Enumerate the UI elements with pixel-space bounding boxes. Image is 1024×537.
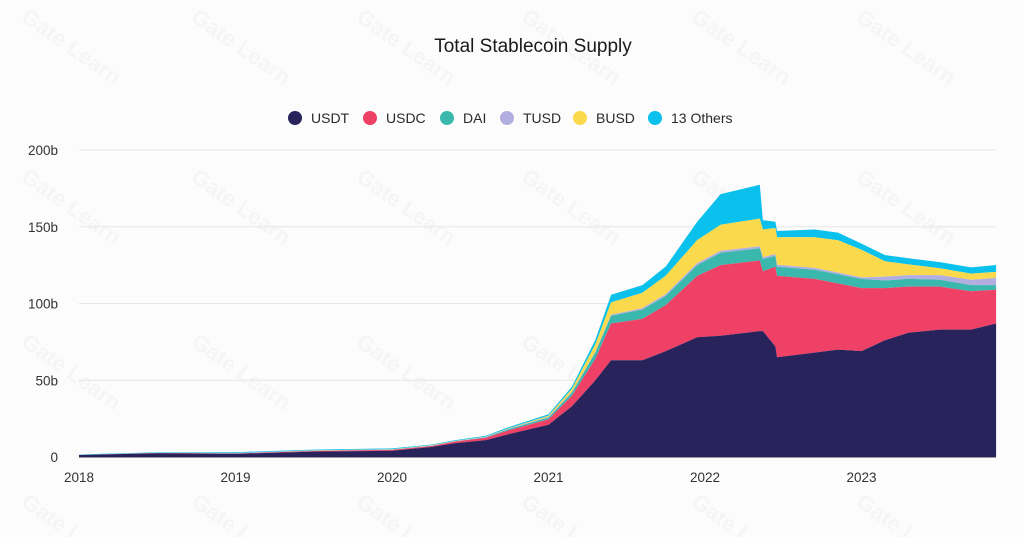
chart-title: Total Stablecoin Supply — [434, 36, 632, 57]
y-tick-label: 200b — [28, 143, 58, 158]
y-tick-label: 100b — [28, 297, 58, 312]
x-tick-label: 2021 — [533, 470, 563, 485]
legend-label: 13 Others — [671, 110, 732, 126]
watermark-text: Gate Learn — [17, 164, 125, 250]
legend-swatch — [500, 111, 514, 125]
legend-label: BUSD — [596, 110, 635, 126]
watermark-text: Gate Learn — [517, 164, 625, 250]
watermark-text: Gate Learn — [352, 489, 460, 537]
legend-swatch — [648, 111, 662, 125]
legend-label: TUSD — [523, 110, 561, 126]
area-series — [79, 184, 997, 457]
legend-item-tusd[interactable]: TUSD — [500, 110, 561, 126]
watermark-text: Gate Learn — [852, 489, 960, 537]
legend-item-usdt[interactable]: USDT — [288, 110, 350, 126]
watermark-text: Gate Learn — [187, 329, 295, 415]
watermark-text: Gate Learn — [187, 4, 295, 90]
legend-swatch — [440, 111, 454, 125]
y-tick-label: 50b — [35, 373, 58, 388]
watermark-text: Gate Learn — [187, 489, 295, 537]
watermark-text: Gate Learn — [687, 489, 795, 537]
watermark-text: Gate Learn — [852, 164, 960, 250]
watermark-text: Gate Learn — [687, 4, 795, 90]
watermark-text: Gate Learn — [352, 329, 460, 415]
legend-label: USDT — [311, 110, 350, 126]
legend-item-busd[interactable]: BUSD — [573, 110, 635, 126]
x-tick-label: 2019 — [220, 470, 250, 485]
y-tick-label: 150b — [28, 220, 58, 235]
legend-item-usdc[interactable]: USDC — [363, 110, 426, 126]
watermark-text: Gate Learn — [17, 329, 125, 415]
legend-swatch — [363, 111, 377, 125]
watermark-text: Gate Learn — [187, 164, 295, 250]
legend-swatch — [573, 111, 587, 125]
x-tick-label: 2018 — [64, 470, 94, 485]
legend-item-dai[interactable]: DAI — [440, 110, 486, 126]
legend-label: USDC — [386, 110, 426, 126]
y-axis: 0 50b 100b 150b 200b — [28, 143, 58, 465]
x-tick-label: 2023 — [846, 470, 876, 485]
area-usdt — [79, 323, 997, 457]
legend-swatch — [288, 111, 302, 125]
watermark-text: Gate Learn — [852, 4, 960, 90]
legend: USDT USDC DAI TUSD BUSD 13 Others — [288, 110, 732, 126]
watermark-text: Gate Learn — [17, 4, 125, 90]
x-tick-label: 2020 — [377, 470, 407, 485]
watermark-text: Gate Learn — [17, 489, 125, 537]
area-usdc — [79, 260, 997, 455]
x-tick-label: 2022 — [690, 470, 720, 485]
y-tick-label: 0 — [50, 450, 58, 465]
watermark-text: Gate Learn — [517, 489, 625, 537]
watermark-text: Gate Learn — [352, 164, 460, 250]
legend-label: DAI — [463, 110, 486, 126]
legend-item-13-others[interactable]: 13 Others — [648, 110, 732, 126]
x-axis: 2018 2019 2020 2021 2022 2023 — [64, 470, 877, 485]
